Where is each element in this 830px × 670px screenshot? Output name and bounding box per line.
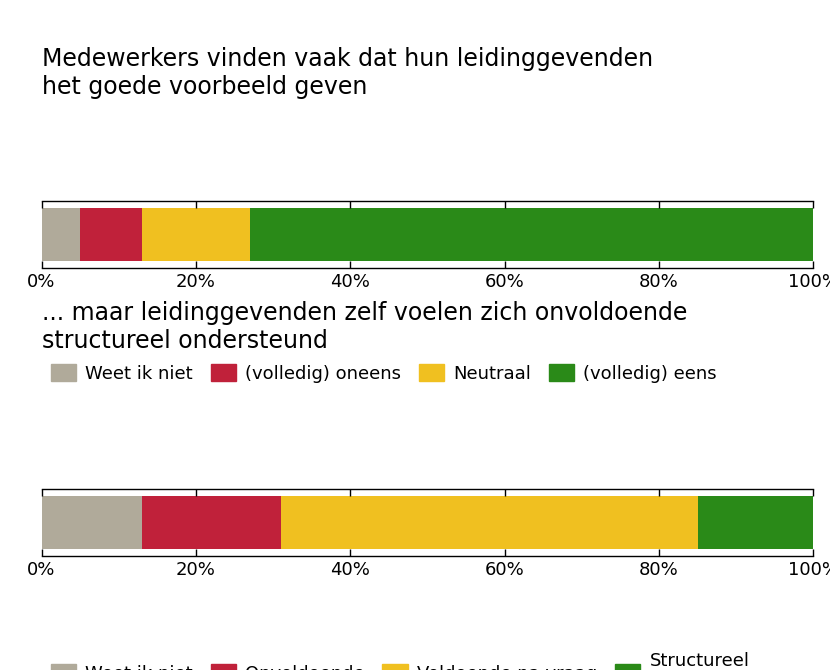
Bar [142, 496, 281, 549]
Bar [250, 208, 813, 261]
Bar [81, 208, 142, 261]
Bar [42, 496, 142, 549]
Text: Medewerkers vinden vaak dat hun leidinggevenden
het goede voorbeeld geven: Medewerkers vinden vaak dat hun leidingg… [42, 47, 652, 98]
Bar [142, 208, 250, 261]
Legend: Weet ik niet, Onvoldoende, Voldoende na vraag, Structureel
voldoende: Weet ik niet, Onvoldoende, Voldoende na … [51, 652, 749, 670]
Legend: Weet ik niet, (volledig) oneens, Neutraal, (volledig) eens: Weet ik niet, (volledig) oneens, Neutraa… [51, 364, 717, 383]
Bar [697, 496, 813, 549]
Bar [281, 496, 698, 549]
Bar [42, 208, 81, 261]
Text: ... maar leidinggevenden zelf voelen zich onvoldoende
structureel ondersteund: ... maar leidinggevenden zelf voelen zic… [42, 302, 687, 353]
